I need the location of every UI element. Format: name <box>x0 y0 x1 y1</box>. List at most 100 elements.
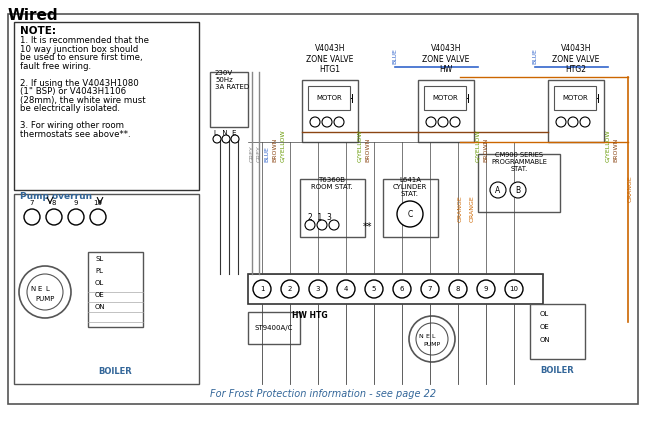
Text: 230V
50Hz
3A RATED: 230V 50Hz 3A RATED <box>215 70 249 90</box>
Circle shape <box>397 201 423 227</box>
Circle shape <box>449 280 467 298</box>
Circle shape <box>365 280 383 298</box>
Text: OL: OL <box>540 311 549 317</box>
Text: OE: OE <box>95 292 105 298</box>
Circle shape <box>426 117 436 127</box>
Circle shape <box>27 274 63 310</box>
Text: 1: 1 <box>259 286 264 292</box>
Text: BLUE: BLUE <box>393 48 397 64</box>
Circle shape <box>231 135 239 143</box>
Text: 8: 8 <box>52 200 56 206</box>
Bar <box>300 179 365 237</box>
Text: SL: SL <box>95 256 104 262</box>
Text: (28mm), the white wire must: (28mm), the white wire must <box>20 95 146 105</box>
Circle shape <box>322 117 332 127</box>
Text: T6360B
ROOM STAT.: T6360B ROOM STAT. <box>311 177 353 190</box>
Circle shape <box>213 135 221 143</box>
Text: 2  1  3: 2 1 3 <box>308 213 332 222</box>
Bar <box>418 80 474 142</box>
Circle shape <box>416 323 448 355</box>
Text: 10 way junction box should: 10 way junction box should <box>20 44 138 54</box>
Text: ON: ON <box>95 304 105 310</box>
Bar <box>530 304 585 359</box>
Text: BROWN: BROWN <box>483 138 488 162</box>
Text: CM900 SERIES
PROGRAMMABLE
STAT.: CM900 SERIES PROGRAMMABLE STAT. <box>491 152 547 172</box>
Text: OL: OL <box>95 280 104 286</box>
Text: Pump overrun: Pump overrun <box>20 192 92 201</box>
Text: 1. It is recommended that the: 1. It is recommended that the <box>20 36 149 45</box>
Text: BLUE: BLUE <box>265 146 270 162</box>
Circle shape <box>90 209 106 225</box>
Text: 8: 8 <box>455 286 460 292</box>
Text: (1" BSP) or V4043H1106: (1" BSP) or V4043H1106 <box>20 87 126 96</box>
Bar <box>14 194 199 384</box>
Text: PUMP: PUMP <box>423 343 441 347</box>
Text: 10: 10 <box>94 200 102 206</box>
Circle shape <box>580 117 590 127</box>
Circle shape <box>222 135 230 143</box>
Circle shape <box>305 220 315 230</box>
Circle shape <box>490 182 506 198</box>
Text: For Frost Protection information - see page 22: For Frost Protection information - see p… <box>210 389 436 399</box>
Text: fault free wiring.: fault free wiring. <box>20 62 91 70</box>
Text: ST9400A/C: ST9400A/C <box>255 325 293 331</box>
Text: 10: 10 <box>509 286 518 292</box>
Text: L  N  E: L N E <box>214 130 237 136</box>
Circle shape <box>317 220 327 230</box>
Circle shape <box>24 209 40 225</box>
Text: ORANGE: ORANGE <box>457 195 463 222</box>
Circle shape <box>409 316 455 362</box>
Bar <box>383 179 438 237</box>
Text: GREY: GREY <box>256 145 261 162</box>
Text: 2. If using the V4043H1080: 2. If using the V4043H1080 <box>20 78 138 87</box>
Text: 9: 9 <box>484 286 488 292</box>
Text: 5: 5 <box>372 286 376 292</box>
Text: N: N <box>30 286 36 292</box>
Text: 3: 3 <box>316 286 320 292</box>
Circle shape <box>334 117 344 127</box>
Text: G/YELLOW: G/YELLOW <box>476 130 481 162</box>
Circle shape <box>68 209 84 225</box>
Text: **: ** <box>363 222 373 232</box>
Text: E: E <box>425 333 429 338</box>
Bar <box>210 72 248 127</box>
Text: ORANGE: ORANGE <box>470 195 474 222</box>
Circle shape <box>253 280 271 298</box>
Bar <box>248 274 543 304</box>
Circle shape <box>568 117 578 127</box>
Text: N: N <box>419 333 423 338</box>
Text: OE: OE <box>540 324 550 330</box>
Text: BLUE: BLUE <box>532 48 538 64</box>
Bar <box>478 154 560 212</box>
Text: 9: 9 <box>74 200 78 206</box>
Text: G/YELLOW: G/YELLOW <box>606 130 611 162</box>
Circle shape <box>46 209 62 225</box>
Text: 2: 2 <box>288 286 292 292</box>
Text: BOILER: BOILER <box>98 367 132 376</box>
Text: G/YELLOW: G/YELLOW <box>358 130 362 162</box>
Bar <box>424 86 466 110</box>
Text: V4043H
ZONE VALVE
HW: V4043H ZONE VALVE HW <box>422 44 470 74</box>
Bar <box>88 252 143 327</box>
Text: MOTOR: MOTOR <box>562 95 588 101</box>
Text: A: A <box>496 186 501 195</box>
Circle shape <box>556 117 566 127</box>
Text: 4: 4 <box>344 286 348 292</box>
Circle shape <box>438 117 448 127</box>
Text: E: E <box>38 286 42 292</box>
Text: MOTOR: MOTOR <box>432 95 458 101</box>
Bar <box>308 86 350 110</box>
Bar <box>248 312 300 344</box>
Circle shape <box>310 117 320 127</box>
Text: be used to ensure first time,: be used to ensure first time, <box>20 53 142 62</box>
Circle shape <box>505 280 523 298</box>
Text: MOTOR: MOTOR <box>316 95 342 101</box>
Text: L: L <box>45 286 49 292</box>
Bar <box>302 80 358 142</box>
Text: B: B <box>516 186 521 195</box>
Text: BROWN: BROWN <box>272 138 278 162</box>
Text: ORANGE: ORANGE <box>628 175 633 202</box>
Text: ON: ON <box>540 337 551 343</box>
Text: PL: PL <box>95 268 103 274</box>
Circle shape <box>421 280 439 298</box>
